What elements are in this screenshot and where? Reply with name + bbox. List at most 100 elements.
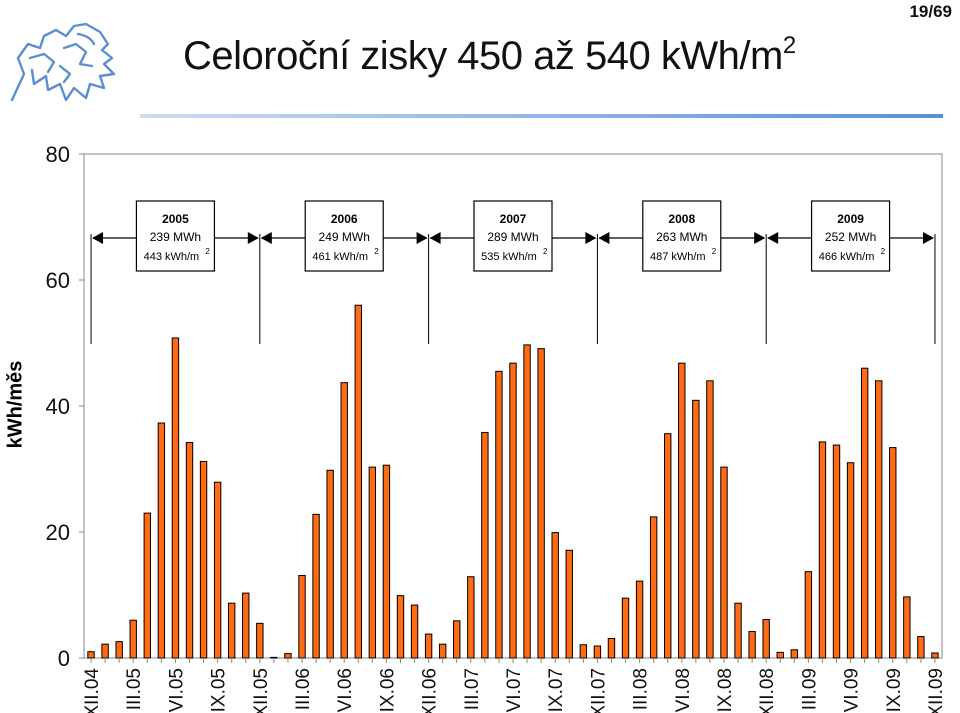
year-specific: 487 kWh/m xyxy=(650,251,706,263)
bar xyxy=(790,649,799,659)
bar xyxy=(931,652,939,659)
bar xyxy=(762,619,770,659)
bar xyxy=(649,516,658,659)
bar xyxy=(129,619,137,659)
bar xyxy=(143,512,151,659)
bar xyxy=(903,596,911,659)
year-summary-box xyxy=(810,200,891,272)
arrow-head xyxy=(260,232,272,244)
bar xyxy=(509,362,517,659)
bar xyxy=(185,442,194,659)
bar xyxy=(199,460,208,659)
bar xyxy=(678,362,686,659)
x-tick-label: XII.04 xyxy=(82,668,103,713)
x-tick-label: IX.08 xyxy=(715,668,736,712)
arrow-head xyxy=(754,232,766,244)
bar xyxy=(382,464,391,659)
bar xyxy=(312,513,320,659)
arrow-head xyxy=(922,232,934,244)
university-logo xyxy=(10,22,116,102)
bar xyxy=(607,637,616,659)
arrow-head xyxy=(92,232,104,244)
bar xyxy=(804,571,813,659)
bar xyxy=(818,441,827,659)
year-summary-box xyxy=(642,200,722,272)
x-tick-label: III.07 xyxy=(462,668,483,710)
year-specific-sup: 2 xyxy=(374,247,379,256)
bar xyxy=(340,382,348,659)
x-tick-label: VI.07 xyxy=(504,668,525,712)
x-tick-label: III.05 xyxy=(124,668,145,710)
x-tick-label: VI.08 xyxy=(673,668,694,712)
x-tick-label: XII.06 xyxy=(420,668,441,713)
x-tick-label: VI.09 xyxy=(842,668,863,712)
bar xyxy=(621,597,630,659)
x-tick-label: XII.07 xyxy=(588,668,609,713)
year-specific: 461 kWh/m xyxy=(312,251,368,263)
bar xyxy=(495,370,503,659)
bar xyxy=(593,645,602,659)
bar xyxy=(523,344,531,659)
bar xyxy=(481,431,489,659)
bar xyxy=(256,622,264,659)
bar xyxy=(706,380,714,659)
bar xyxy=(101,643,109,659)
header-rule xyxy=(140,114,943,118)
year-label: 2006 xyxy=(331,212,358,226)
bar xyxy=(396,595,405,659)
bar xyxy=(579,644,588,659)
arrow-head xyxy=(585,232,597,244)
bar xyxy=(326,469,334,659)
y-tick-label: 0 xyxy=(58,646,70,671)
year-summary-box xyxy=(473,200,553,272)
bar xyxy=(227,602,236,659)
bar xyxy=(875,380,883,659)
x-tick-label: IX.05 xyxy=(209,668,230,712)
bar xyxy=(467,576,475,659)
x-tick-label: IX.06 xyxy=(377,668,398,712)
arrow-head xyxy=(416,232,428,244)
year-label: 2008 xyxy=(668,212,695,226)
bar xyxy=(298,574,306,659)
x-tick-label: VI.06 xyxy=(335,668,356,712)
bar xyxy=(115,641,123,659)
year-label: 2009 xyxy=(837,212,864,226)
bar xyxy=(368,466,377,659)
year-specific: 535 kWh/m xyxy=(481,251,537,263)
x-tick-label: III.08 xyxy=(631,668,652,710)
arrow-head xyxy=(247,232,259,244)
bar xyxy=(270,656,278,659)
year-summary-box xyxy=(304,200,384,272)
bar xyxy=(551,532,559,659)
arrow-head xyxy=(598,232,610,244)
page-title: Celoroční zisky 450 až 540 kWh/m2 xyxy=(183,32,796,78)
bar xyxy=(917,636,925,659)
bar xyxy=(565,549,573,659)
arrow-head xyxy=(767,232,779,244)
bar xyxy=(284,653,292,659)
bar xyxy=(720,466,728,659)
x-tick-label: III.09 xyxy=(799,668,820,710)
year-specific-sup: 2 xyxy=(881,247,886,256)
year-energy: 263 MWh xyxy=(656,230,707,244)
x-tick-label: XII.08 xyxy=(757,668,778,713)
bar xyxy=(242,592,250,659)
bar xyxy=(664,433,672,659)
x-tick-label: III.06 xyxy=(293,668,314,710)
year-energy: 289 MWh xyxy=(487,230,538,244)
bar xyxy=(424,633,433,659)
bar xyxy=(776,651,784,659)
bar xyxy=(171,337,180,659)
y-tick-label: 20 xyxy=(46,520,70,545)
year-specific: 466 kWh/m xyxy=(819,251,875,263)
bar xyxy=(748,631,756,659)
year-energy: 249 MWh xyxy=(319,230,370,244)
y-tick-label: 40 xyxy=(46,394,70,419)
x-tick-label: XII.09 xyxy=(926,668,947,713)
x-tick-label: VI.05 xyxy=(166,668,187,712)
page-number: 19/69 xyxy=(909,2,952,21)
year-specific-sup: 2 xyxy=(712,247,717,256)
y-tick-label: 60 xyxy=(46,268,70,293)
year-label: 2007 xyxy=(500,212,527,226)
bar xyxy=(889,447,897,659)
